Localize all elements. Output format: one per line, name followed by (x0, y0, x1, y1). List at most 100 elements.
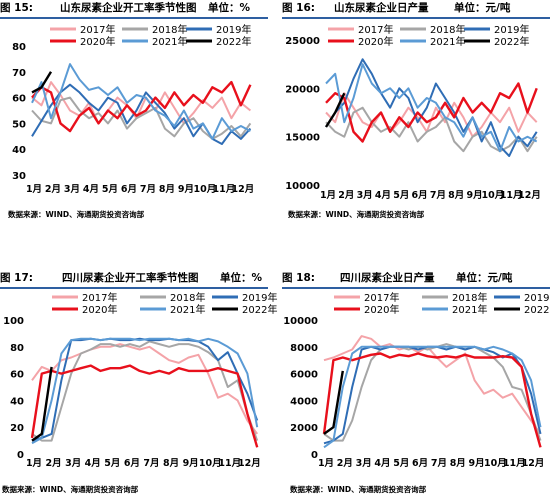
chart-unit: 单位：元/吨 (454, 2, 511, 14)
title-underline (0, 287, 268, 289)
figure-number: 图 15: (0, 2, 33, 14)
legend-label: 2019年 (494, 23, 529, 36)
x-tick-label: 12月 (232, 184, 255, 195)
legend-item: 2019年 (494, 291, 550, 304)
y-tick-label: 20000 (285, 84, 320, 95)
x-tick-label: 11月 (213, 184, 236, 195)
chart-unit: 单位：% (220, 272, 263, 284)
series-line-2021 (325, 63, 538, 153)
x-tick-label: 9月 (469, 458, 485, 469)
series-line-2019 (325, 58, 538, 157)
series-line-2018 (325, 106, 538, 153)
series-line-2018 (31, 340, 259, 442)
x-tick-label: 4月 (83, 184, 99, 195)
data-source: 数据来源：WIND、海通期货投资咨询部 (8, 210, 145, 219)
series-line-2018 (323, 343, 542, 442)
legend-label: 2019年 (242, 291, 277, 304)
legend-label: 2017年 (364, 291, 399, 304)
y-tick-label: 10000 (285, 181, 320, 192)
x-tick-label: 10月 (199, 458, 222, 469)
legend-item: 2017年 (50, 23, 115, 36)
legend-item: 2017年 (52, 291, 117, 304)
x-tick-label: 8月 (159, 184, 175, 195)
chart-title: 四川尿素企业开工率季节性图 (62, 272, 199, 284)
x-tick-label: 7月 (431, 458, 447, 469)
series-line-2020 (322, 352, 542, 448)
chart-title-bar: 图 18: 四川尿素企业日产量 单位：元/吨 (282, 270, 550, 286)
x-tick-label: 2月 (46, 458, 62, 469)
x-tick-label: 9月 (466, 190, 482, 201)
legend-label: 2021年 (430, 35, 465, 48)
y-tick-label: 60 (10, 370, 24, 381)
title-underline (282, 287, 550, 289)
legend-label: 2020年 (358, 35, 393, 48)
x-tick-label: 7月 (140, 184, 156, 195)
x-tick-label: 5月 (104, 458, 120, 469)
x-tick-label: 1月 (26, 184, 42, 195)
y-tick-label: 70 (12, 68, 26, 79)
x-tick-label: 1月 (26, 458, 42, 469)
series-line-2020 (325, 82, 538, 143)
x-tick-label: 6月 (412, 190, 428, 201)
legend-label: 2021年 (452, 303, 487, 316)
x-tick-label: 4月 (375, 190, 391, 201)
legend-item: 2021年 (122, 35, 187, 48)
series-line-2017 (31, 81, 252, 125)
legend-item: 2022年 (464, 35, 529, 48)
legend-label: 2020年 (364, 303, 399, 316)
chart-unit: 单位：元/吨 (456, 272, 513, 284)
series-line-2021 (31, 63, 251, 140)
y-tick-label: 80 (12, 42, 26, 53)
y-tick-label: 0 (311, 450, 318, 461)
chart-unit: 单位：% (208, 2, 251, 14)
chart-panel-16: 图 16: 山东尿素企业日产量 单位：元/吨 25000 20000 15000 10… (282, 0, 550, 225)
legend-label: 2022年 (524, 303, 550, 316)
data-source: 数据来源：WIND、海通期货投资咨询部 (2, 485, 139, 494)
legend-label: 2019年 (524, 291, 550, 304)
title-underline (282, 17, 550, 19)
x-tick-label: 5月 (393, 190, 409, 201)
legend-label: 2017年 (358, 23, 393, 36)
legend-item: 2021年 (422, 303, 487, 316)
legend-item: 2018年 (122, 23, 187, 36)
legend-item: 2020年 (52, 303, 117, 316)
title-underline (0, 17, 268, 19)
legend-label: 2020年 (80, 35, 115, 48)
x-tick-label: 5月 (102, 184, 118, 195)
series-line-2017 (31, 343, 259, 435)
x-tick-label: 7月 (430, 190, 446, 201)
chart-title-bar: 图 16: 山东尿素企业日产量 单位：元/吨 (282, 0, 550, 16)
legend-label: 2022年 (242, 303, 277, 316)
figure-number: 图 17: (0, 272, 33, 284)
legend-item: 2021年 (140, 303, 205, 316)
series-line-2018 (31, 96, 252, 140)
legend-item: 2020年 (328, 35, 393, 48)
x-tick-label: 6月 (412, 458, 428, 469)
legend-label: 2017年 (82, 291, 117, 304)
legend-item: 2019年 (464, 23, 529, 36)
y-tick-label: 8000 (290, 343, 318, 354)
x-tick-label: 12月 (522, 458, 545, 469)
y-tick-label: 4000 (290, 396, 318, 407)
x-tick-label: 8月 (163, 458, 179, 469)
y-tick-label: 40 (12, 145, 26, 156)
series-line-2022 (31, 71, 53, 94)
legend-label: 2022年 (494, 35, 529, 48)
legend-item: 2020年 (50, 35, 115, 48)
x-tick-label: 4月 (374, 458, 390, 469)
x-tick-label: 3月 (357, 190, 373, 201)
data-source: 数据来源：WIND、海通期货投资咨询部 (288, 210, 425, 219)
chart-panel-15: 图 15: 山东尿素企业开工率季节性图 单位：% 80 70 60 50 40 30 1月 2… (0, 0, 268, 225)
series-line-2017 (323, 335, 542, 435)
y-tick-label: 30 (12, 171, 26, 182)
x-tick-label: 2月 (337, 458, 353, 469)
y-tick-label: 100 (3, 316, 24, 327)
y-tick-label: 80 (10, 343, 24, 354)
legend-label: 2020年 (82, 303, 117, 316)
legend-label: 2021年 (152, 35, 187, 48)
y-tick-label: 6000 (290, 370, 318, 381)
x-tick-label: 11月 (503, 458, 526, 469)
